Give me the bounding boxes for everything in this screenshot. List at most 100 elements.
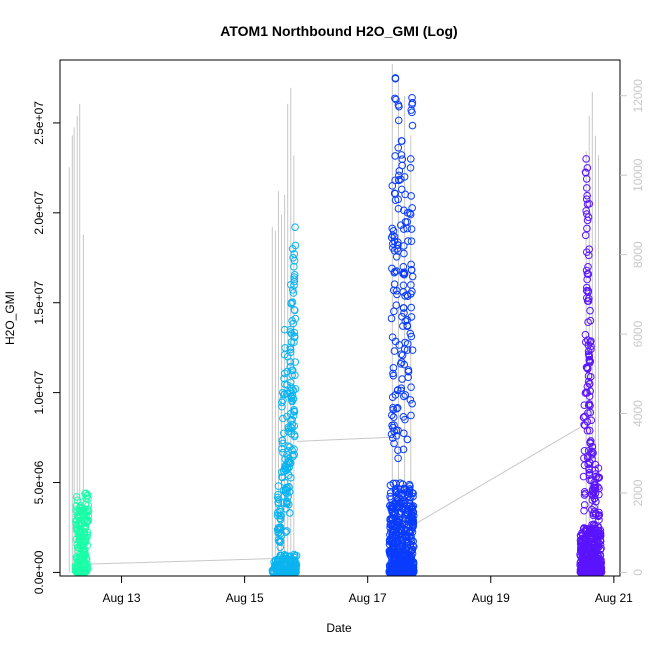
data-point — [585, 245, 593, 254]
data-point — [397, 151, 406, 159]
y-tick-label: 2.0e+07 — [32, 191, 46, 235]
data-point — [388, 182, 397, 190]
data-point — [288, 371, 296, 379]
data-point — [404, 237, 412, 245]
data-point — [80, 545, 88, 554]
data-point — [290, 270, 299, 279]
data-point — [586, 438, 594, 447]
data-point — [279, 448, 287, 457]
data-point — [80, 525, 89, 534]
chart-title: ATOM1 Northbound H2O_GMI (Log) — [220, 23, 457, 39]
data-point — [586, 476, 594, 485]
data-point — [403, 224, 411, 233]
data-point — [407, 303, 416, 312]
data-point — [403, 541, 411, 550]
data-point — [74, 565, 82, 573]
data-point — [582, 155, 590, 163]
data-series — [268, 223, 301, 577]
data-point — [587, 447, 596, 455]
data-point — [390, 237, 399, 245]
data-point — [287, 473, 295, 482]
data-point — [406, 540, 415, 549]
data-point — [290, 306, 299, 314]
data-point — [576, 550, 584, 559]
data-point — [290, 559, 298, 568]
data-point — [595, 490, 603, 499]
data-point — [394, 101, 403, 109]
data-point — [585, 392, 594, 401]
data-point — [595, 473, 604, 482]
data-point — [590, 478, 598, 487]
data-point — [395, 551, 403, 560]
data-point — [284, 565, 292, 573]
data-point — [406, 396, 415, 404]
data-point — [391, 539, 400, 547]
data-point — [584, 550, 593, 558]
data-point — [583, 365, 592, 373]
data-point — [286, 343, 295, 352]
data-point — [396, 542, 404, 551]
data-point — [596, 546, 605, 554]
data-point — [288, 415, 296, 424]
data-point — [287, 330, 296, 338]
data-point — [581, 421, 589, 430]
data-point — [399, 242, 408, 250]
data-point — [392, 267, 401, 275]
data-point — [387, 505, 396, 514]
data-point — [584, 287, 592, 295]
data-point — [282, 504, 290, 513]
data-point — [394, 446, 402, 454]
data-point — [276, 505, 285, 514]
data-point — [388, 545, 396, 554]
data-point — [589, 521, 598, 529]
background-connector — [296, 436, 390, 442]
data-point — [394, 204, 403, 213]
data-point — [585, 426, 594, 435]
data-point — [594, 464, 603, 472]
data-point — [581, 544, 590, 552]
data-point — [586, 316, 595, 325]
data-point — [399, 413, 408, 421]
data-point — [286, 325, 295, 334]
data-point — [281, 343, 289, 352]
x-tick-label: Aug 21 — [595, 591, 633, 605]
data-point — [74, 567, 82, 576]
data-point — [84, 512, 93, 520]
background-connector — [413, 427, 581, 526]
data-point — [585, 380, 594, 388]
data-point — [288, 397, 296, 406]
data-point — [276, 514, 284, 523]
data-point — [281, 485, 290, 494]
data-point — [278, 436, 287, 445]
data-point — [407, 411, 415, 420]
data-point — [390, 347, 399, 355]
data-point — [285, 471, 293, 479]
x-axis-label: Date — [326, 621, 352, 635]
data-point — [281, 528, 290, 536]
data-point — [392, 563, 400, 572]
data-point — [583, 270, 592, 278]
data-point — [389, 568, 398, 576]
data-point — [289, 289, 298, 297]
data-point — [583, 164, 592, 172]
data-point — [407, 237, 416, 246]
data-point — [281, 551, 290, 560]
data-point — [392, 301, 401, 309]
data-point — [407, 383, 415, 392]
data-point — [389, 231, 397, 240]
data-point — [290, 556, 299, 564]
y2-tick-label: 12000 — [631, 79, 645, 113]
data-point — [583, 216, 592, 225]
data-point — [584, 447, 593, 455]
data-point — [287, 423, 295, 432]
data-point — [389, 364, 398, 372]
data-point — [278, 402, 286, 411]
background-connector — [75, 558, 276, 565]
data-point — [589, 491, 598, 500]
data-point — [581, 231, 590, 240]
data-point — [586, 551, 594, 560]
data-point — [394, 454, 402, 463]
data-point — [583, 336, 592, 344]
x-tick-label: Aug 15 — [226, 591, 264, 605]
data-point — [589, 541, 598, 550]
